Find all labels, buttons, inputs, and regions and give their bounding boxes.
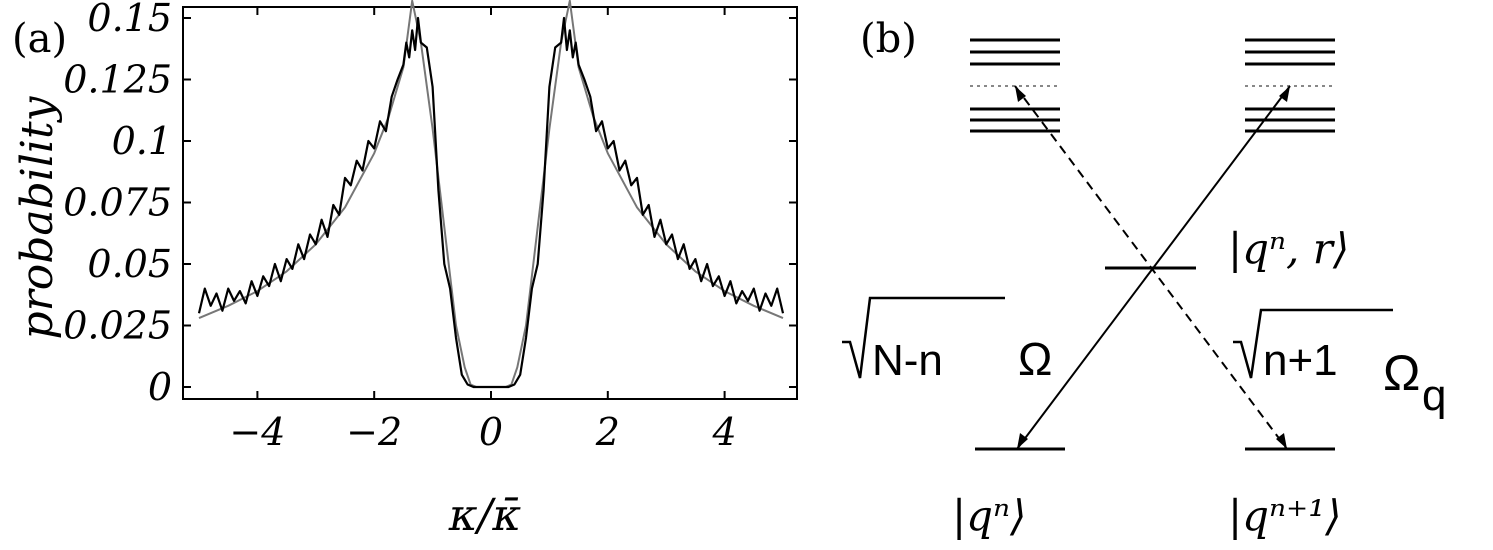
sqrt-symbol-right: [1233, 308, 1393, 379]
panel-b: (b) |qⁿ: [842, 16, 1446, 540]
level-stack-right: [1245, 38, 1335, 133]
plot-frame: [182, 6, 798, 400]
x-tick-label: 0: [479, 410, 503, 454]
state-label-middle: |qⁿ, r⟩: [1228, 224, 1349, 273]
coupling-left-root: N-n: [872, 336, 943, 385]
y-tick-label: 0.1: [112, 119, 172, 163]
y-tick-label: 0.075: [63, 181, 172, 225]
coupling-left: N-n Ω: [842, 296, 1052, 385]
level-stack-left: [970, 38, 1060, 133]
series-line-noisy: [197, 16, 785, 389]
x-tick-label: 2: [595, 410, 620, 454]
coupling-right-root: n+1: [1263, 336, 1338, 385]
arrowhead-bottom-right: [1276, 433, 1287, 449]
y-tick-label: 0: [148, 365, 172, 409]
panel-a: (a) probability κ/κ̄ −4 −2 0 2 4 0 0.025 0.05 0.…: [12, 0, 798, 541]
state-label-left: |qⁿ⟩: [952, 491, 1026, 540]
coupling-right: n+1 Ω q: [1233, 308, 1446, 420]
arrowhead-top-left: [1015, 86, 1026, 102]
state-label-right: |qⁿ⁺¹⟩: [1228, 491, 1341, 540]
x-tick-label: −2: [346, 410, 402, 454]
solid-transition-arrow: [1016, 85, 1291, 450]
panel-a-label: (a): [12, 16, 67, 62]
y-tick-label: 0.025: [63, 304, 172, 348]
y-tick-label: 0.125: [63, 58, 172, 102]
axis-ticks: −4 −2 0 2 4 0 0.025 0.05 0.075 0.1 0.125 0.15: [63, 0, 797, 454]
x-tick-label: −4: [229, 410, 285, 454]
sqrt-symbol-left: [842, 296, 1005, 379]
coupling-left-omega: Ω: [1018, 333, 1052, 385]
y-tick-label: 0.15: [87, 0, 172, 40]
x-tick-label: 4: [712, 410, 737, 454]
arrowhead-bottom-left: [1017, 433, 1028, 449]
x-axis-label: κ/κ̄: [448, 490, 522, 541]
arrowhead-top-right: [1279, 86, 1290, 102]
coupling-right-subscript: q: [1422, 371, 1446, 420]
coupling-right-omega: Ω: [1383, 345, 1420, 401]
y-tick-label: 0.05: [87, 242, 172, 286]
y-axis-label: probability: [12, 95, 63, 339]
series-line-smooth: [198, 0, 784, 388]
dashed-transition-arrow: [1014, 85, 1288, 450]
panel-b-label: (b): [860, 16, 917, 62]
plot-series: [197, 0, 785, 389]
